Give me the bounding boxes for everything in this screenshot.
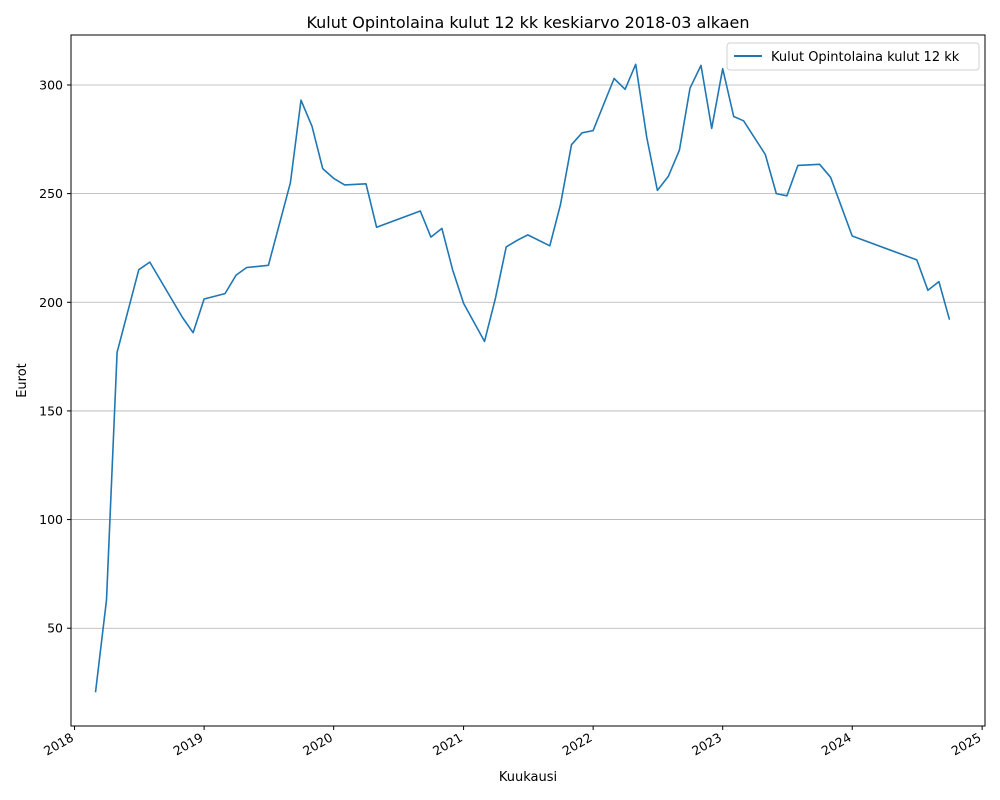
series-layer (94, 63, 951, 693)
y-tick-label: 300 (39, 77, 63, 92)
y-tick-label: 100 (39, 512, 63, 527)
legend-box (726, 42, 980, 71)
gridlines (71, 84, 985, 629)
x-tick-label: 2024 (819, 730, 854, 759)
x-axis: 2018 2019 2020 2021 2022 2023 2024 2025 (41, 726, 984, 759)
legend: Kulut Opintolaina kulut 12 kk (726, 42, 980, 71)
legend-entry: Kulut Opintolaina kulut 12 kk (771, 50, 960, 65)
x-tick-label: 2020 (300, 730, 335, 759)
y-tick-label: 150 (39, 403, 63, 418)
x-tick-label: 2022 (560, 730, 595, 759)
x-tick-label: 2025 (949, 730, 984, 759)
x-tick-label: 2018 (41, 730, 76, 759)
y-axis-label: Eurot (15, 363, 30, 398)
y-tick-label: 200 (39, 295, 63, 310)
x-tick-label: 2019 (171, 730, 206, 759)
y-tick-label: 50 (47, 621, 63, 636)
series-line (94, 63, 951, 693)
x-tick-label: 2021 (430, 730, 465, 759)
chart-title: Kulut Opintolaina kulut 12 kk keskiarvo … (306, 13, 749, 32)
y-axis: 50 100 150 200 250 300 (39, 77, 71, 636)
x-tick-label: 2023 (689, 730, 724, 759)
plot-frame (70, 34, 986, 727)
y-tick-label: 250 (39, 186, 63, 201)
x-axis-label: Kuukausi (499, 770, 557, 785)
